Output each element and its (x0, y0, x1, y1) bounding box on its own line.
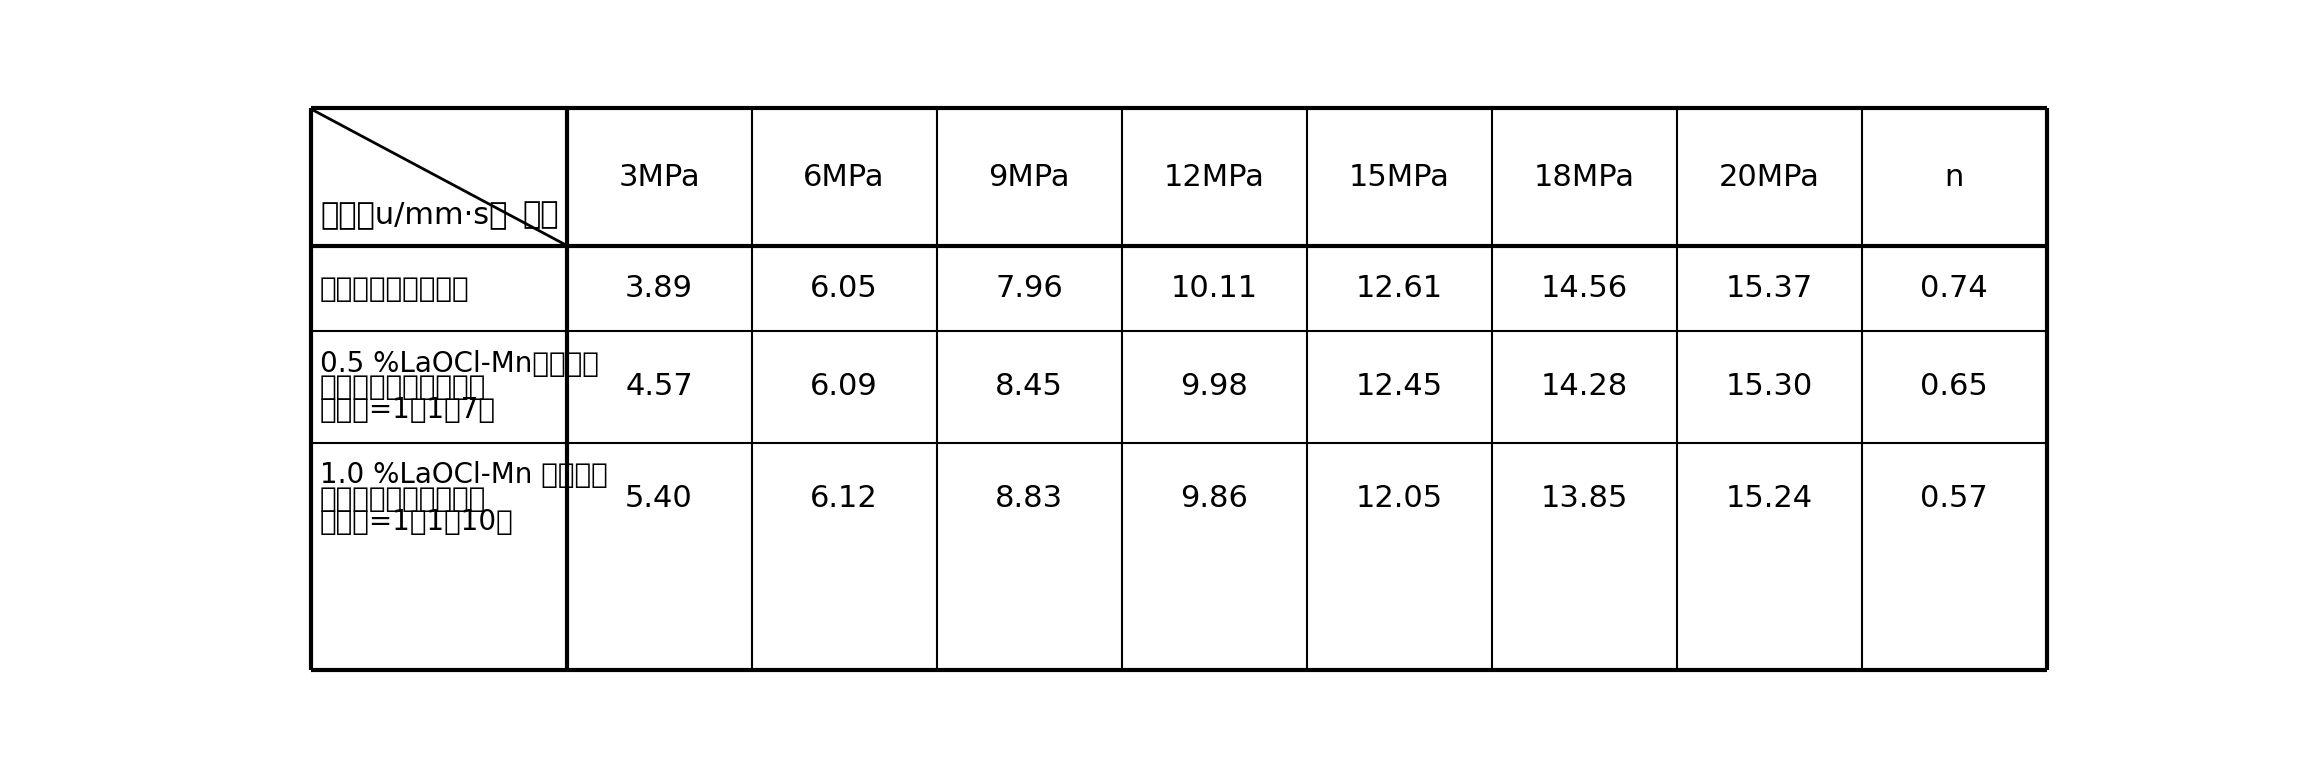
Text: 9MPa: 9MPa (989, 162, 1070, 192)
Text: 10.11: 10.11 (1171, 274, 1258, 303)
Text: 8.45: 8.45 (996, 373, 1063, 401)
Text: 8.83: 8.83 (996, 484, 1063, 513)
Text: 13.85: 13.85 (1541, 484, 1628, 513)
Text: 20MPa: 20MPa (1718, 162, 1819, 192)
Text: 14.56: 14.56 (1541, 274, 1628, 303)
Text: 9.98: 9.98 (1180, 373, 1249, 401)
Text: 5.40: 5.40 (626, 484, 692, 513)
Text: 硬脂酸=1：1：7）: 硬脂酸=1：1：7） (320, 396, 497, 424)
Text: 硬脂酸=1：1：10）: 硬脂酸=1：1：10） (320, 507, 513, 536)
Text: 14.28: 14.28 (1541, 373, 1628, 401)
Text: 12.05: 12.05 (1355, 484, 1442, 513)
Text: 0.5 %LaOCl-Mn复合氧化: 0.5 %LaOCl-Mn复合氧化 (320, 350, 598, 378)
Text: 12.45: 12.45 (1355, 373, 1442, 401)
Text: 物（硝酸铜：氯化锰：: 物（硝酸铜：氯化锰： (320, 484, 485, 513)
Text: 0.74: 0.74 (1920, 274, 1987, 303)
Text: 3.89: 3.89 (626, 274, 692, 303)
Text: 空白（没有催化剂）: 空白（没有催化剂） (320, 275, 469, 303)
Text: 12MPa: 12MPa (1164, 162, 1265, 192)
Text: 物（硝酸铜：氯化锰：: 物（硝酸铜：氯化锰： (320, 373, 485, 401)
Text: 压强: 压强 (522, 200, 559, 229)
Text: 6.12: 6.12 (810, 484, 879, 513)
Text: 7.96: 7.96 (996, 274, 1063, 303)
Text: 0.57: 0.57 (1920, 484, 1987, 513)
Text: 9.86: 9.86 (1180, 484, 1249, 513)
Text: 燃速（u/mm·s）: 燃速（u/mm·s） (320, 200, 508, 229)
Text: 15.30: 15.30 (1725, 373, 1812, 401)
Text: 12.61: 12.61 (1355, 274, 1442, 303)
Text: 1.0 %LaOCl-Mn 复合氧化: 1.0 %LaOCl-Mn 复合氧化 (320, 461, 607, 490)
Text: 15.37: 15.37 (1725, 274, 1812, 303)
Text: 3MPa: 3MPa (619, 162, 699, 192)
Text: 6MPa: 6MPa (803, 162, 886, 192)
Text: 18MPa: 18MPa (1534, 162, 1635, 192)
Text: 0.65: 0.65 (1920, 373, 1987, 401)
Text: 6.05: 6.05 (810, 274, 879, 303)
Text: 4.57: 4.57 (626, 373, 692, 401)
Text: n: n (1944, 162, 1964, 192)
Text: 15.24: 15.24 (1725, 484, 1812, 513)
Text: 6.09: 6.09 (810, 373, 879, 401)
Text: 15MPa: 15MPa (1348, 162, 1449, 192)
